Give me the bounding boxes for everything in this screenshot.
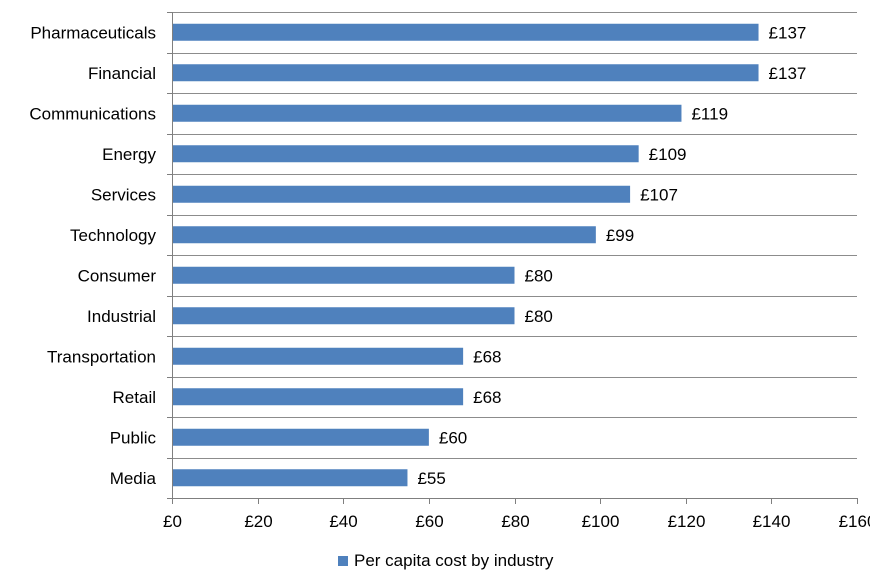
x-tick-label: £20 [244, 512, 272, 531]
value-label: £119 [691, 104, 728, 123]
category-label: Public [110, 428, 157, 447]
x-tick-label: £160 [839, 512, 870, 531]
legend: Per capita cost by industry [338, 551, 553, 571]
value-label: £55 [417, 469, 445, 488]
x-tick-label: £140 [753, 512, 791, 531]
bar [173, 145, 639, 163]
x-tick-label: £120 [668, 512, 706, 531]
bar [173, 469, 408, 487]
value-label: £68 [473, 347, 501, 366]
legend-label: Per capita cost by industry [354, 551, 554, 570]
bar [173, 23, 759, 41]
value-label: £80 [525, 266, 553, 285]
category-label: Services [91, 185, 156, 204]
value-labels: £137 £137 £119 £109 £107 £99 £80 £80 £68 £68 £60 £5… [417, 23, 806, 488]
x-tick-label: £40 [329, 512, 357, 531]
x-tick-label: £0 [163, 512, 182, 531]
value-label: £109 [649, 145, 687, 164]
bar [173, 185, 631, 203]
category-label: Technology [70, 226, 157, 245]
category-label: Industrial [87, 307, 156, 326]
value-label: £68 [473, 388, 501, 407]
category-label: Retail [113, 388, 156, 407]
category-label: Transportation [47, 347, 156, 366]
bar [173, 266, 515, 284]
x-tick-label: £60 [415, 512, 443, 531]
grid-lines [172, 12, 857, 459]
category-label: Media [110, 469, 157, 488]
bars [173, 23, 759, 487]
category-labels: Pharmaceuticals Financial Communications En… [29, 23, 156, 488]
bar [173, 428, 429, 446]
x-tick-label: £100 [582, 512, 620, 531]
value-label: £80 [525, 307, 553, 326]
x-axis: £0 £20 £40 £60 £80 £100 £120 £140 £160 [163, 12, 870, 531]
bar [173, 64, 759, 82]
value-label: £60 [439, 428, 467, 447]
category-label: Pharmaceuticals [30, 23, 156, 42]
value-label: £99 [606, 226, 634, 245]
bar [173, 388, 464, 406]
value-label: £137 [769, 64, 807, 83]
bar [173, 347, 464, 365]
category-label: Consumer [78, 266, 157, 285]
x-tick-label: £80 [501, 512, 529, 531]
bar [173, 307, 515, 325]
category-label: Energy [102, 145, 156, 164]
category-label: Financial [88, 64, 156, 83]
value-label: £107 [640, 185, 678, 204]
category-label: Communications [29, 104, 156, 123]
value-label: £137 [769, 23, 807, 42]
legend-swatch [338, 556, 348, 566]
bar [173, 226, 596, 244]
bar [173, 104, 682, 122]
